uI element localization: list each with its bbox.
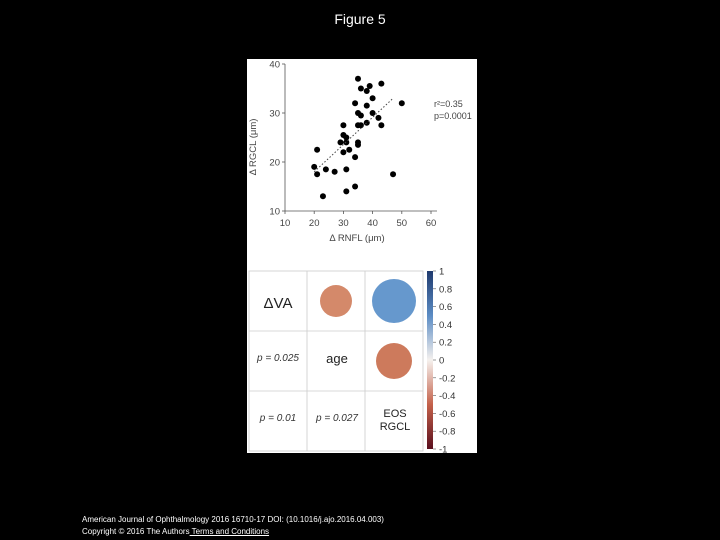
- colorbar-tick-label: -0.8: [439, 427, 455, 438]
- data-point: [366, 83, 373, 90]
- correlation-matrix: ΔVA age EOS RGCL p = 0.025 p = 0.01 p = …: [248, 267, 455, 454]
- data-point: [352, 154, 359, 161]
- data-point: [322, 166, 329, 173]
- copyright-line: Copyright © 2016 The Authors Terms and C…: [82, 526, 384, 538]
- data-point: [346, 146, 353, 153]
- colorbar-tick-label: 0: [439, 356, 444, 367]
- data-point: [343, 166, 350, 173]
- y-tick-label: 10: [269, 207, 280, 218]
- scatter-plot: 10 20 30 40 50 60 10 20 30 40 r²=0.35 p=0.0001 Δ …: [248, 60, 472, 245]
- correlation-circle: [372, 279, 416, 323]
- colorbar-tick-label: 0.4: [439, 320, 452, 331]
- data-point: [378, 122, 385, 129]
- x-tick-label: 50: [397, 218, 408, 229]
- data-point: [363, 102, 370, 109]
- y-tick-label: 40: [269, 60, 280, 71]
- data-point: [357, 85, 364, 92]
- p-value-eos-age: p = 0.027: [315, 413, 358, 424]
- x-tick-label: 10: [280, 218, 291, 229]
- data-point: [390, 171, 397, 178]
- copyright-text: Copyright © 2016 The Authors: [82, 527, 190, 536]
- data-point: [375, 114, 382, 121]
- label-delta-va: ΔVA: [264, 295, 293, 312]
- colorbar: [427, 271, 433, 449]
- data-point: [357, 122, 364, 129]
- data-point: [355, 75, 361, 82]
- colorbar-tick-label: -0.2: [439, 373, 455, 384]
- correlation-circle: [320, 285, 352, 317]
- figure-panel: 10 20 30 40 50 60 10 20 30 40 r²=0.35 p=0.0001 Δ …: [247, 59, 477, 453]
- data-point: [352, 100, 359, 107]
- x-tick-label: 40: [367, 218, 378, 229]
- data-point: [369, 95, 376, 102]
- data-point: [363, 87, 370, 94]
- stat-r2: r²=0.35: [434, 99, 463, 109]
- y-axis-label: Δ RGCL (μm): [248, 119, 259, 176]
- citation: American Journal of Ophthalmology 2016 1…: [82, 515, 384, 524]
- label-age: age: [326, 351, 348, 366]
- data-point: [357, 112, 364, 119]
- data-point: [340, 122, 347, 129]
- colorbar-tick-label: 1: [439, 267, 444, 278]
- p-value-age-va: p = 0.025: [256, 353, 299, 364]
- x-tick-label: 60: [426, 218, 437, 229]
- data-point: [311, 163, 318, 170]
- label-rgcl: RGCL: [380, 421, 411, 433]
- colorbar-tick-label: -1: [439, 445, 447, 454]
- data-point: [331, 168, 338, 175]
- data-point: [355, 141, 361, 148]
- x-tick-label: 20: [309, 218, 320, 229]
- colorbar-tick-label: 0.2: [439, 338, 452, 349]
- label-eos: EOS: [383, 408, 406, 420]
- data-point: [314, 146, 321, 153]
- data-point: [352, 183, 359, 190]
- slide-title: Figure 5: [334, 11, 386, 27]
- data-point: [343, 134, 350, 141]
- colorbar-tick-label: -0.6: [439, 409, 455, 420]
- terms-link[interactable]: Terms and Conditions: [189, 527, 270, 536]
- x-axis-label: Δ RNFL (μm): [329, 233, 384, 244]
- data-point: [319, 193, 326, 200]
- data-point: [337, 139, 344, 146]
- y-tick-label: 20: [269, 158, 280, 169]
- p-value-eos-va: p = 0.01: [259, 413, 296, 424]
- data-point: [343, 188, 350, 195]
- data-point: [398, 100, 405, 107]
- correlation-circle: [376, 343, 412, 379]
- data-point: [340, 149, 347, 156]
- colorbar-tick-label: -0.4: [439, 391, 455, 402]
- colorbar-tick-label: 0.6: [439, 302, 452, 313]
- data-point: [314, 171, 321, 178]
- footer: American Journal of Ophthalmology 2016 1…: [82, 514, 384, 538]
- x-tick-label: 30: [338, 218, 349, 229]
- y-tick-label: 30: [269, 109, 280, 120]
- data-point: [378, 80, 385, 87]
- stat-p: p=0.0001: [434, 111, 472, 121]
- data-point: [369, 110, 376, 116]
- colorbar-tick-label: 0.8: [439, 284, 452, 295]
- trendline: [313, 97, 394, 173]
